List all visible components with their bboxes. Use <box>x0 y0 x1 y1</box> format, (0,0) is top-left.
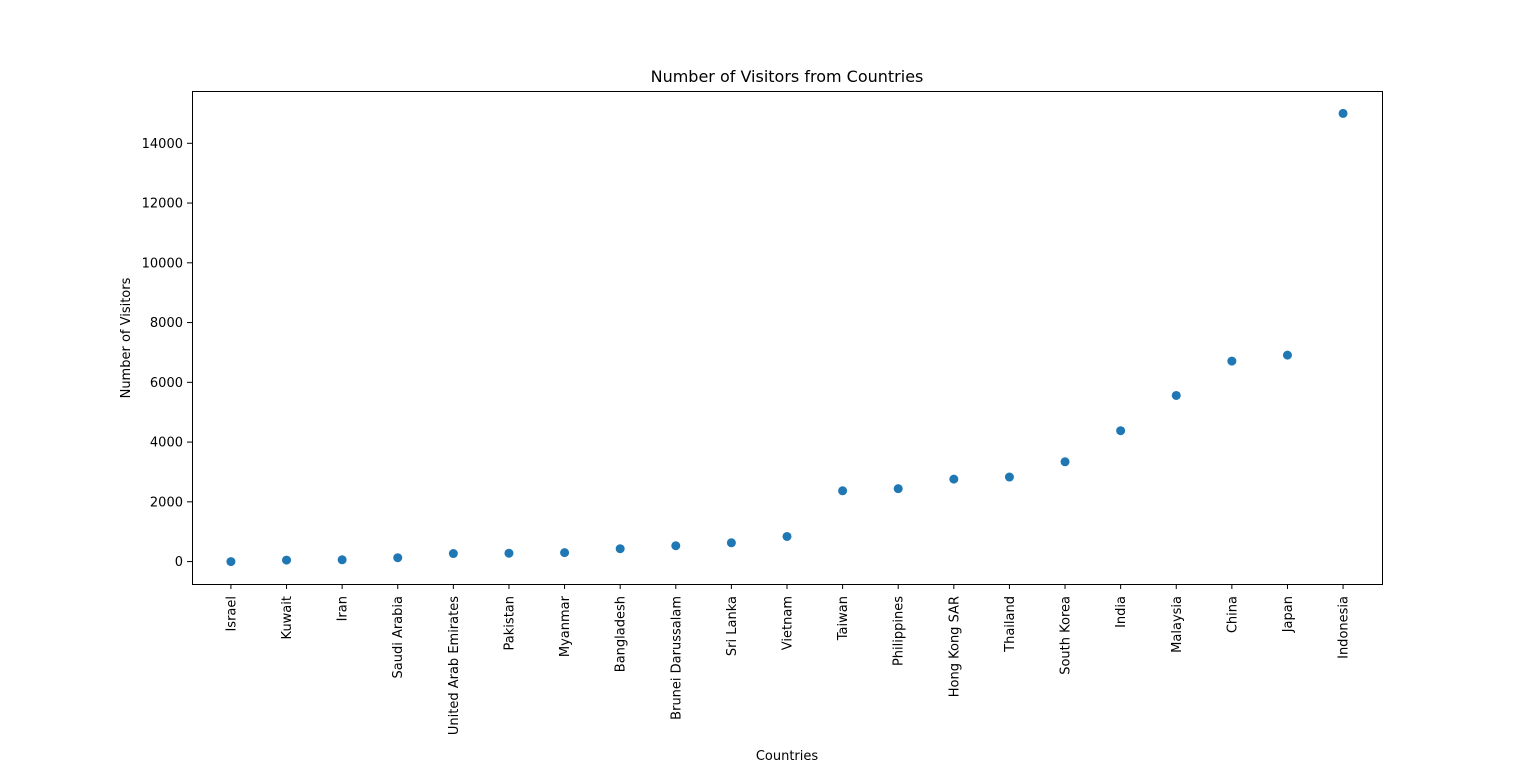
y-tick-label: 0 <box>175 555 183 570</box>
x-axis-label: Countries <box>756 749 819 761</box>
x-tick-label: Israel <box>224 596 239 632</box>
y-tick-label: 10000 <box>142 256 183 271</box>
y-tick-label: 12000 <box>142 197 183 212</box>
y-tick-label: 8000 <box>150 316 183 331</box>
x-tick-label: China <box>1225 596 1240 633</box>
x-axis: Israel Kuwait Iran Saudi Arabia United Arab … <box>224 584 1352 735</box>
data-point <box>1116 426 1126 436</box>
data-point <box>1227 356 1237 366</box>
data-point <box>504 548 514 558</box>
data-point <box>448 549 458 559</box>
x-tick-label: Malaysia <box>1170 596 1185 653</box>
y-tick-label: 4000 <box>150 436 183 451</box>
y-axis: 0 2000 4000 6000 8000 10000 12000 14000 <box>142 137 192 570</box>
x-tick-label: Kuwait <box>280 596 295 639</box>
x-tick-label: Vietnam <box>781 596 796 650</box>
scatter-points <box>226 108 1348 567</box>
x-tick-label: Saudi Arabia <box>391 596 406 679</box>
data-point <box>671 541 681 551</box>
data-point <box>282 555 292 565</box>
x-tick-label: Pakistan <box>502 596 517 650</box>
x-tick-label: Philippines <box>892 596 907 666</box>
x-tick-label: South Korea <box>1059 596 1074 675</box>
data-point <box>226 557 236 567</box>
x-tick-label: Hong Kong SAR <box>947 596 962 697</box>
x-tick-label: India <box>1114 596 1129 628</box>
x-tick-label: Brunei Darussalam <box>669 596 684 720</box>
data-point <box>838 486 848 496</box>
x-tick-label: Bangladesh <box>614 596 629 672</box>
y-tick-label: 6000 <box>150 376 183 391</box>
y-tick-label: 2000 <box>150 495 183 510</box>
x-tick-label: Thailand <box>1003 596 1018 653</box>
data-point <box>615 544 625 554</box>
y-axis-label: Number of Visitors <box>119 277 134 398</box>
chart-title: Number of Visitors from Countries <box>651 67 924 86</box>
data-point <box>1060 457 1070 467</box>
x-tick-label: Myanmar <box>558 595 573 657</box>
data-point <box>726 538 736 548</box>
data-point <box>1004 472 1014 482</box>
data-point <box>560 548 570 558</box>
x-tick-label: Sri Lanka <box>725 596 740 656</box>
data-point <box>393 553 403 563</box>
x-tick-label: United Arab Emirates <box>447 596 462 735</box>
x-tick-label: Taiwan <box>836 596 851 641</box>
data-point <box>949 474 959 484</box>
x-tick-label: Indonesia <box>1337 596 1352 659</box>
y-tick-label: 14000 <box>142 137 183 152</box>
data-point <box>1338 108 1348 118</box>
plot-frame <box>192 91 1383 585</box>
data-point <box>337 555 347 565</box>
data-point <box>1282 350 1292 360</box>
data-point <box>782 531 792 541</box>
data-point <box>1171 390 1181 400</box>
data-point <box>893 484 903 494</box>
x-tick-label: Iran <box>336 596 351 621</box>
x-tick-label: Japan <box>1281 596 1296 633</box>
